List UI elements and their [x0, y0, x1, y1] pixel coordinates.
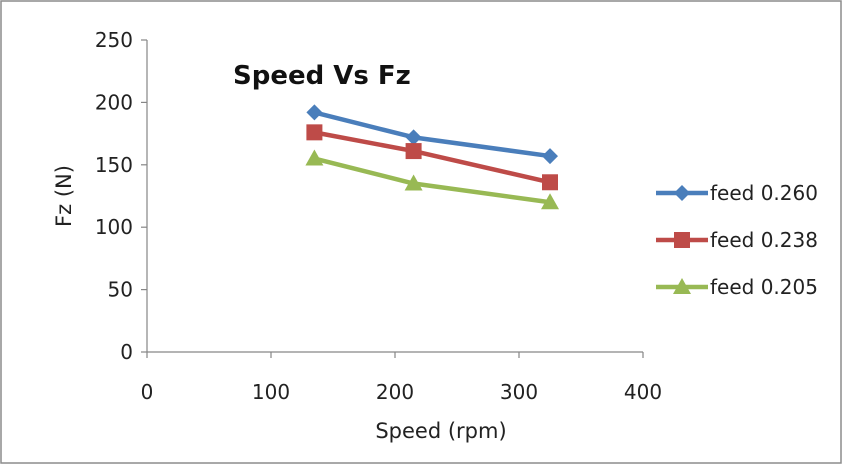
x-tick-label: 200 — [376, 380, 414, 404]
y-ticks: 0 50 100 150 200 250 — [95, 28, 147, 364]
x-tick-label: 0 — [141, 380, 154, 404]
x-tick-label: 100 — [252, 380, 290, 404]
y-tick-label: 0 — [120, 340, 133, 364]
x-ticks: 0 100 200 300 400 — [141, 352, 662, 404]
series-2 — [306, 124, 558, 191]
legend-entry: feed 0.205 — [656, 275, 818, 299]
legend-marker — [674, 232, 690, 248]
data-point — [305, 149, 324, 166]
y-tick-label: 250 — [95, 28, 133, 52]
series-3 — [305, 149, 559, 210]
data-point — [404, 174, 423, 191]
y-tick-label: 50 — [108, 278, 133, 302]
data-point — [306, 104, 323, 121]
x-tick-label: 300 — [500, 380, 538, 404]
legend: feed 0.260 feed 0.238 feed 0.205 — [656, 181, 818, 299]
x-tick-label: 400 — [624, 380, 662, 404]
data-point — [541, 193, 559, 210]
y-tick-label: 200 — [95, 90, 133, 114]
legend-marker — [674, 185, 690, 201]
y-axis-title: Fz (N) — [52, 165, 76, 227]
y-tick-label: 150 — [95, 153, 133, 177]
legend-label: feed 0.260 — [710, 181, 818, 205]
data-point — [542, 174, 558, 191]
data-point — [405, 129, 422, 146]
y-tick-label: 100 — [95, 215, 133, 239]
legend-entry: feed 0.260 — [656, 181, 818, 205]
legend-marker — [673, 278, 691, 294]
data-point — [542, 148, 558, 165]
x-axis-title: Speed (rpm) — [375, 419, 506, 443]
chart-title: Speed Vs Fz — [233, 61, 411, 91]
data-point — [306, 124, 323, 141]
series-1 — [306, 104, 558, 165]
legend-entry: feed 0.238 — [656, 228, 818, 252]
legend-label: feed 0.205 — [710, 275, 818, 299]
legend-label: feed 0.238 — [710, 228, 818, 252]
data-point — [405, 143, 422, 160]
series-group — [305, 104, 559, 210]
